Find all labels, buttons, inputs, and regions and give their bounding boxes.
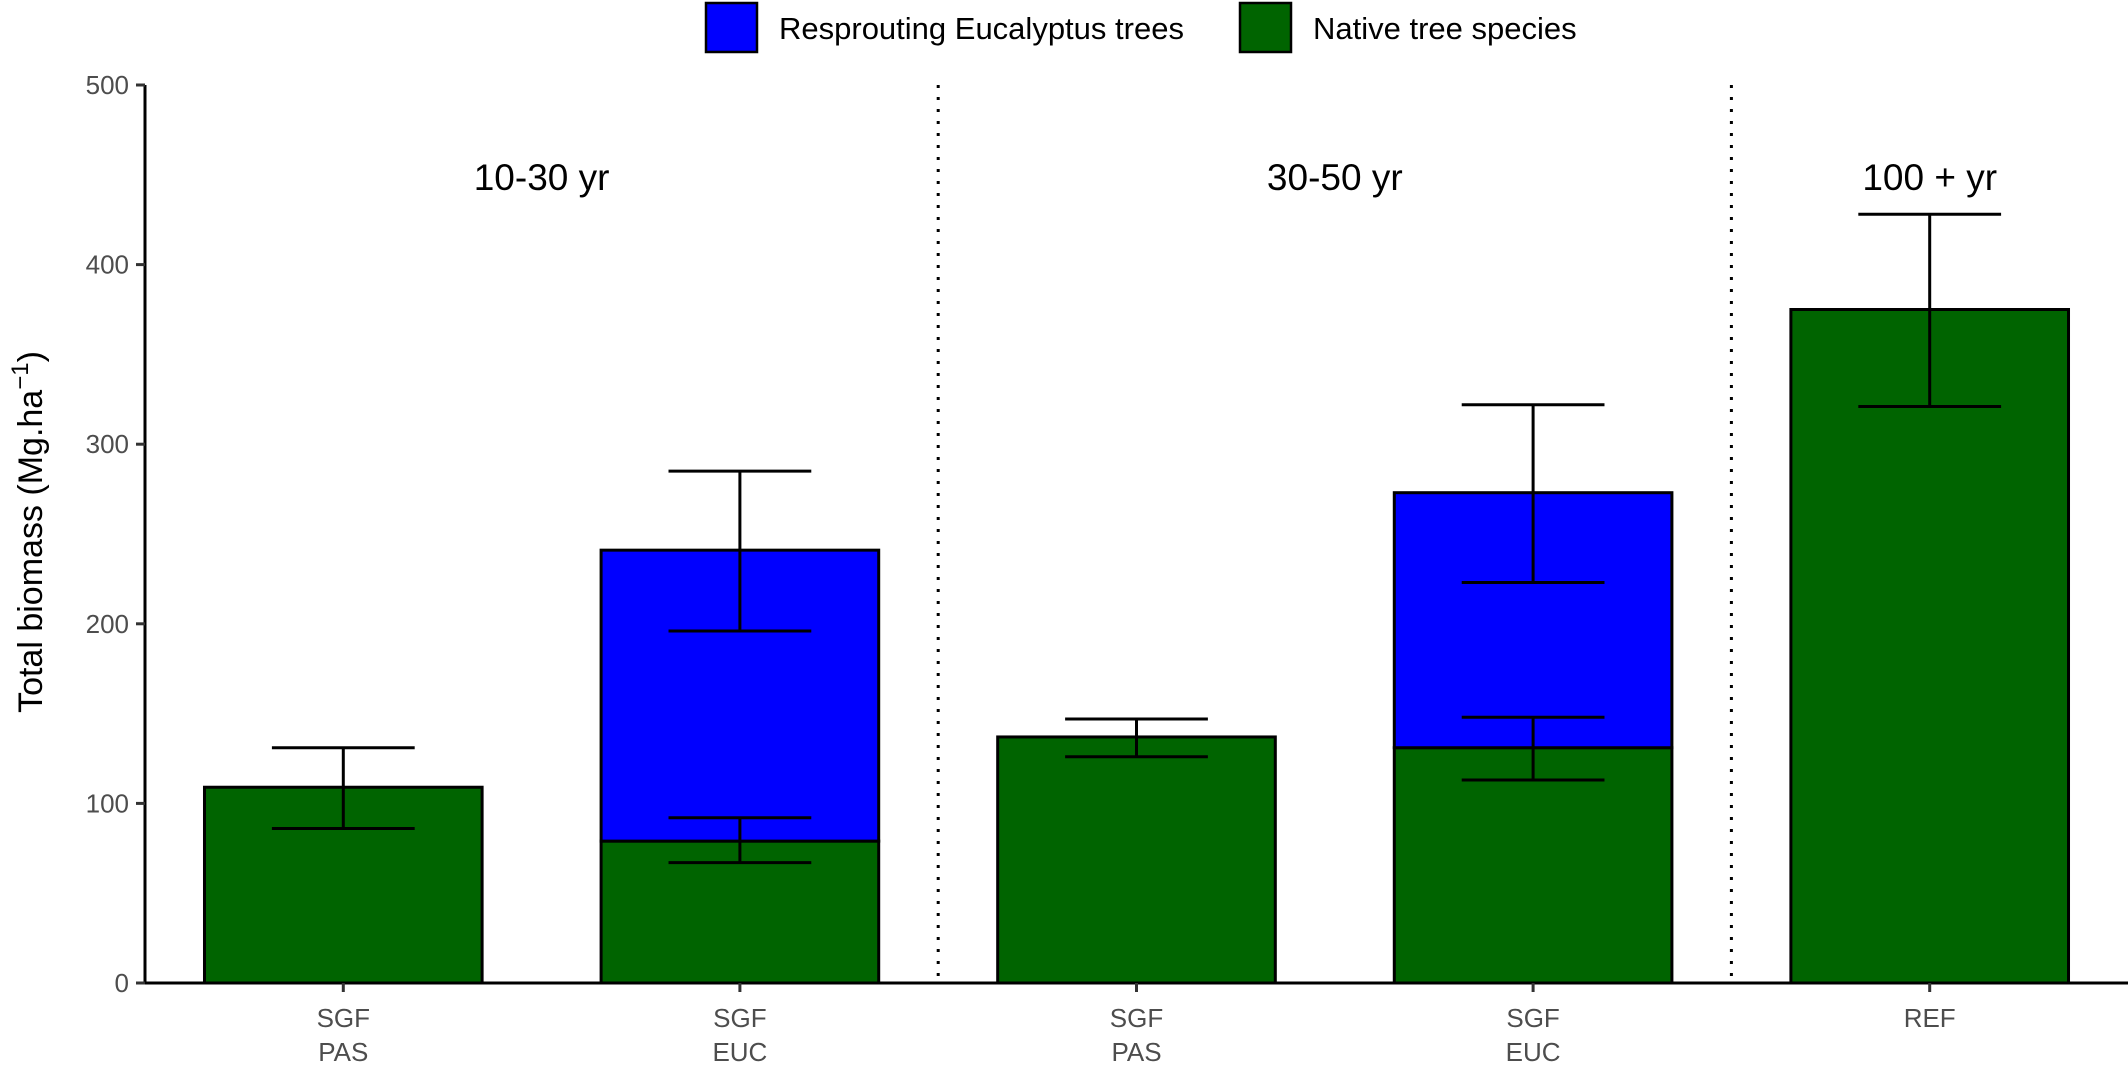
legend: Resprouting Eucalyptus trees Native tree … xyxy=(704,1,1577,54)
bar-segment xyxy=(599,839,881,985)
legend-label: Native tree species xyxy=(1313,11,1577,46)
x-tick-label: PAS xyxy=(1111,1037,1161,1065)
x-tick-label: SGF xyxy=(1506,1003,1559,1033)
group-label: 100 + yr xyxy=(1862,157,1997,198)
x-tick-label: REF xyxy=(1904,1003,1956,1033)
bar-segment xyxy=(1789,308,2071,985)
bars xyxy=(202,308,2071,985)
x-tick-label: EUC xyxy=(712,1037,767,1065)
legend-swatch xyxy=(1238,1,1293,54)
legend-label: Resprouting Eucalyptus trees xyxy=(779,11,1184,46)
group-labels: 10-30 yr 30-50 yr 100 + yr xyxy=(474,157,1997,198)
group-label: 30-50 yr xyxy=(1267,157,1403,198)
x-tick-label: SGF xyxy=(713,1003,766,1033)
y-tick-label: 400 xyxy=(86,250,129,280)
y-axis-title: Total biomass (Mg.ha−1) xyxy=(7,351,50,713)
axes: 0 100 200 300 400 500 SGF PAS SGF EUC SGF PAS SGF EUC… xyxy=(86,70,2128,1065)
error-bars xyxy=(271,212,2002,865)
y-tick-label: 300 xyxy=(86,429,129,459)
x-tick-label: SGF xyxy=(1110,1003,1163,1033)
bar-segment xyxy=(996,735,1277,985)
legend-swatch xyxy=(704,1,759,54)
y-tick-label: 100 xyxy=(86,788,129,818)
x-tick-label: PAS xyxy=(318,1037,368,1065)
x-tick-label: SGF xyxy=(317,1003,370,1033)
x-tick-label: EUC xyxy=(1506,1037,1561,1065)
y-tick-label: 500 xyxy=(86,70,129,100)
y-tick-label: 0 xyxy=(115,968,129,998)
y-tick-label: 200 xyxy=(86,609,129,639)
group-label: 10-30 yr xyxy=(474,157,610,198)
bar-segment xyxy=(1392,746,1674,985)
